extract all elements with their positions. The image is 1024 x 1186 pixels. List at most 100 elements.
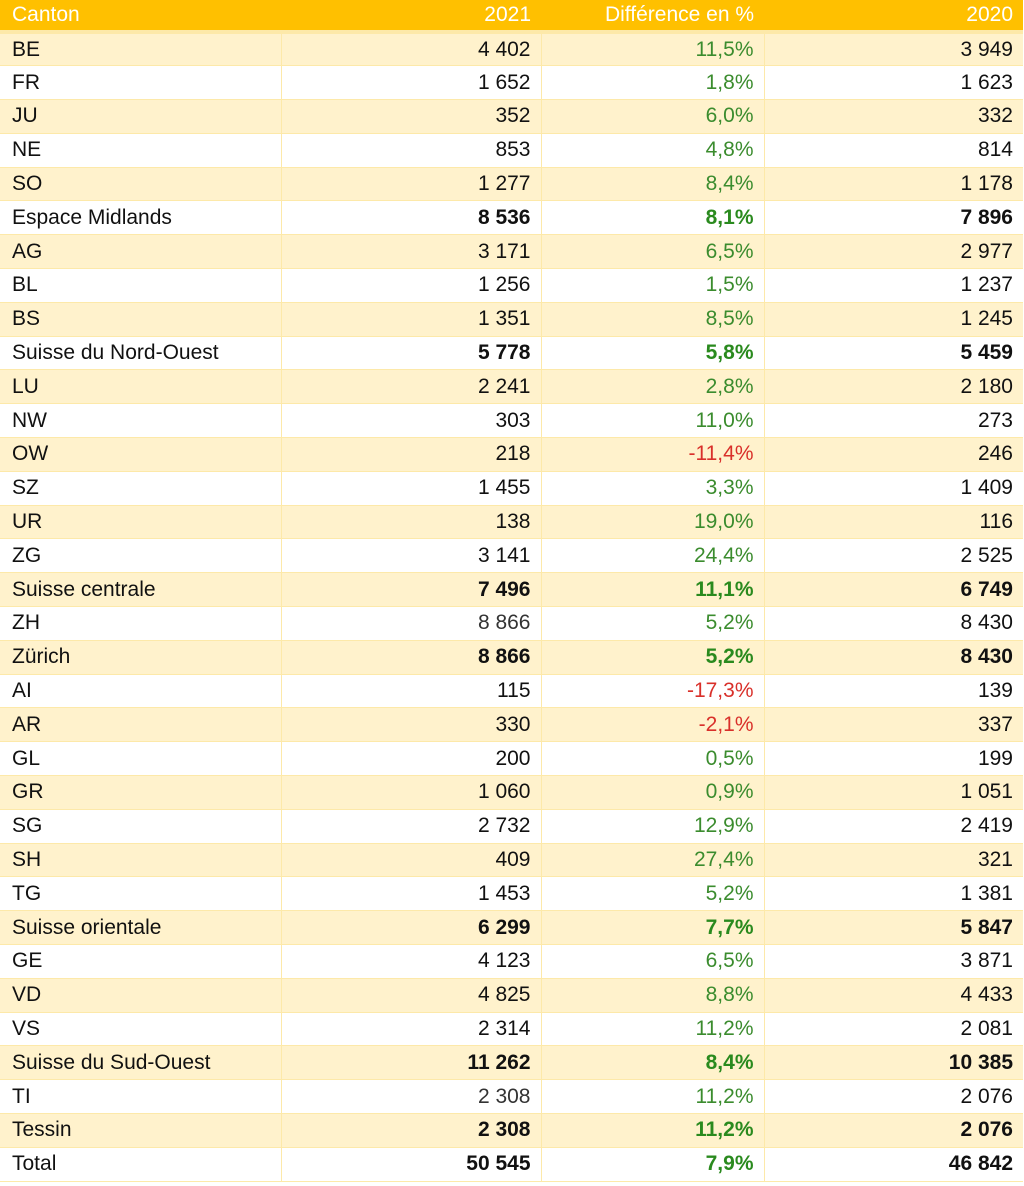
- table-row: OW 218 -11,4% 246: [0, 437, 1023, 472]
- cell-canton: Suisse orientale: [0, 910, 282, 946]
- cell-2021: 218: [281, 437, 542, 472]
- cell-canton: VD: [0, 978, 282, 1013]
- cell-2021: 1 060: [281, 775, 542, 810]
- cell-2021: 8 866: [281, 640, 542, 675]
- table-row-region: Suisse du Sud-Ouest 11 262 8,4% 10 385: [0, 1045, 1023, 1081]
- cell-canton: Suisse centrale: [0, 572, 282, 608]
- cell-2020: 8 430: [764, 640, 1023, 675]
- cell-2021: 4 825: [281, 978, 542, 1013]
- table-row-region: Suisse orientale 6 299 7,7% 5 847: [0, 910, 1023, 946]
- table-body: BE 4 402 11,5% 3 949 FR 1 652 1,8% 1 623 JU 352 6,…: [0, 32, 1023, 1182]
- cell-difference: 5,2%: [541, 876, 765, 912]
- cell-2020: 3 871: [764, 944, 1023, 979]
- cell-2020: 814: [764, 133, 1023, 168]
- table-row: ZG 3 141 24,4% 2 525: [0, 538, 1023, 574]
- cell-2020: 7 896: [764, 200, 1023, 236]
- table-row-region: Suisse du Nord-Ouest 5 778 5,8% 5 459: [0, 336, 1023, 371]
- cell-canton: OW: [0, 437, 282, 472]
- cell-canton: JU: [0, 99, 282, 134]
- table-row-region: Zürich 8 866 5,2% 8 430: [0, 640, 1023, 675]
- cell-difference: 4,8%: [541, 133, 765, 168]
- cell-2020: 116: [764, 505, 1023, 540]
- cell-2021: 1 351: [281, 302, 542, 337]
- table-row: AG 3 171 6,5% 2 977: [0, 234, 1023, 270]
- header-2020: 2020: [764, 0, 1023, 34]
- cell-2021: 1 256: [281, 268, 542, 303]
- cell-canton: BL: [0, 268, 282, 303]
- cell-canton: Tessin: [0, 1113, 282, 1148]
- cell-2021: 50 545: [281, 1147, 542, 1182]
- cell-canton: GE: [0, 944, 282, 979]
- cell-2021: 409: [281, 843, 542, 878]
- cell-canton: AG: [0, 234, 282, 270]
- cell-canton: LU: [0, 369, 282, 405]
- cell-difference: 7,7%: [541, 910, 765, 946]
- cell-canton: UR: [0, 505, 282, 540]
- cell-canton: NE: [0, 133, 282, 168]
- cell-2020: 1 245: [764, 302, 1023, 337]
- cell-difference: -2,1%: [541, 707, 765, 743]
- table-row: BL 1 256 1,5% 1 237: [0, 268, 1023, 303]
- cell-canton: VS: [0, 1012, 282, 1047]
- table-row-region: Tessin 2 308 11,2% 2 076: [0, 1113, 1023, 1148]
- cell-difference: 11,1%: [541, 572, 765, 608]
- table-header: Canton 2021 Différence en % 2020: [0, 0, 1023, 34]
- cell-2021: 853: [281, 133, 542, 168]
- cell-2020: 1 178: [764, 167, 1023, 202]
- cell-difference: 3,3%: [541, 471, 765, 506]
- cell-2020: 1 237: [764, 268, 1023, 303]
- cell-difference: 6,0%: [541, 99, 765, 134]
- table-row: SG 2 732 12,9% 2 419: [0, 809, 1023, 844]
- cell-2021: 1 453: [281, 876, 542, 912]
- cell-2020: 1 051: [764, 775, 1023, 810]
- table-row: UR 138 19,0% 116: [0, 505, 1023, 540]
- cell-2020: 246: [764, 437, 1023, 472]
- cell-2021: 330: [281, 707, 542, 743]
- cell-difference: 7,9%: [541, 1147, 765, 1182]
- table-row: VS 2 314 11,2% 2 081: [0, 1012, 1023, 1047]
- table-row: GR 1 060 0,9% 1 051: [0, 775, 1023, 810]
- table-row: FR 1 652 1,8% 1 623: [0, 65, 1023, 101]
- cell-canton: SZ: [0, 471, 282, 506]
- cell-difference: -11,4%: [541, 437, 765, 472]
- cell-2020: 5 459: [764, 336, 1023, 371]
- cell-2020: 1 623: [764, 65, 1023, 101]
- cell-2021: 200: [281, 741, 542, 777]
- cell-difference: 8,8%: [541, 978, 765, 1013]
- cell-difference: 0,5%: [541, 741, 765, 777]
- table-row: ZH 8 866 5,2% 8 430: [0, 606, 1023, 641]
- cell-2020: 46 842: [764, 1147, 1023, 1182]
- cell-difference: 11,0%: [541, 403, 765, 439]
- cell-2021: 3 141: [281, 538, 542, 574]
- cell-2021: 8 866: [281, 606, 542, 641]
- cell-2020: 1 409: [764, 471, 1023, 506]
- cell-difference: 0,9%: [541, 775, 765, 810]
- cell-canton: BE: [0, 32, 282, 67]
- cell-2021: 11 262: [281, 1045, 542, 1081]
- cell-canton: SH: [0, 843, 282, 878]
- cell-canton: SO: [0, 167, 282, 202]
- cell-2021: 5 778: [281, 336, 542, 371]
- table-row: SH 409 27,4% 321: [0, 843, 1023, 878]
- cell-2020: 6 749: [764, 572, 1023, 608]
- table-row: TI 2 308 11,2% 2 076: [0, 1079, 1023, 1114]
- table-row: JU 352 6,0% 332: [0, 99, 1023, 134]
- header-difference: Différence en %: [541, 0, 764, 34]
- cell-2020: 8 430: [764, 606, 1023, 641]
- cell-difference: 1,8%: [541, 65, 765, 101]
- cell-2020: 199: [764, 741, 1023, 777]
- cell-difference: 8,1%: [541, 200, 765, 236]
- cell-canton: Total: [0, 1147, 282, 1182]
- cell-2020: 321: [764, 843, 1023, 878]
- cell-2021: 2 732: [281, 809, 542, 844]
- table-row-region: Espace Midlands 8 536 8,1% 7 896: [0, 200, 1023, 236]
- table-row-region: Total 50 545 7,9% 46 842: [0, 1147, 1023, 1182]
- cell-difference: 6,5%: [541, 944, 765, 979]
- cell-difference: 8,5%: [541, 302, 765, 337]
- cell-difference: 1,5%: [541, 268, 765, 303]
- cell-canton: AI: [0, 674, 282, 709]
- cell-2021: 2 308: [281, 1079, 542, 1114]
- cell-canton: Suisse du Sud-Ouest: [0, 1045, 282, 1081]
- table-row: LU 2 241 2,8% 2 180: [0, 369, 1023, 405]
- cell-difference: -17,3%: [541, 674, 765, 709]
